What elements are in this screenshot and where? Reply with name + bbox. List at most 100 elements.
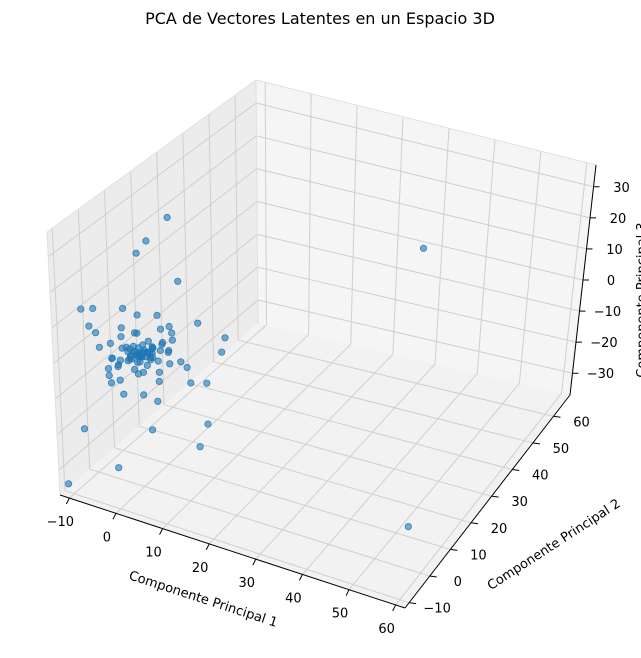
grid-line-z-back xyxy=(257,299,573,374)
data-point xyxy=(131,365,139,373)
grid-line-x-floor xyxy=(208,353,394,545)
grid-line-x-floor xyxy=(68,324,267,499)
y-tick-label: 20 xyxy=(491,522,508,537)
grid-line-x-floor xyxy=(115,334,309,514)
data-point xyxy=(132,249,140,257)
data-point xyxy=(203,379,211,387)
grid-line-y-floor xyxy=(163,404,492,497)
data-point xyxy=(104,364,113,373)
data-point xyxy=(146,349,154,357)
data-point xyxy=(156,346,164,355)
data-point xyxy=(156,325,165,333)
data-point xyxy=(147,356,155,364)
data-point xyxy=(117,333,125,341)
z-tick-label: 0 xyxy=(607,274,615,289)
x-tick-mark xyxy=(159,528,164,535)
x-tick-label: 60 xyxy=(378,622,395,637)
data-point xyxy=(183,363,191,372)
data-point xyxy=(177,358,185,366)
y-tick-mark xyxy=(491,495,499,498)
grid-line-z-back xyxy=(256,102,594,188)
data-point xyxy=(115,464,123,472)
data-point xyxy=(174,277,182,285)
data-point xyxy=(130,329,139,337)
grid-line-z-back xyxy=(257,233,580,312)
data-point xyxy=(194,319,202,327)
x-tick-label: 0 xyxy=(103,530,111,545)
grid-line-x-floor xyxy=(395,392,562,606)
y-tick-label: 30 xyxy=(511,495,528,510)
grid-line-x-floor xyxy=(162,344,352,529)
grid-line-z-back xyxy=(256,201,584,281)
x-tick-label: 30 xyxy=(239,576,256,591)
data-point xyxy=(166,360,174,368)
y-tick-label: 60 xyxy=(573,415,590,430)
z-tick-label: −20 xyxy=(590,336,617,351)
data-point xyxy=(119,304,127,312)
data-point xyxy=(221,334,229,342)
y-tick-label: 50 xyxy=(553,442,570,457)
data-point xyxy=(116,376,124,384)
data-point xyxy=(120,390,128,398)
data-point xyxy=(164,348,172,356)
x-tick-label: 20 xyxy=(192,561,209,576)
grid-line-z-left xyxy=(51,168,258,329)
grid-line-y-floor xyxy=(213,361,533,444)
data-point xyxy=(139,349,147,357)
data-point xyxy=(116,356,125,364)
x-tick-mark xyxy=(392,604,397,612)
x-axis-line xyxy=(59,494,406,609)
data-point xyxy=(126,345,134,353)
grid-line-x-floor xyxy=(348,383,520,590)
x-tick-mark xyxy=(205,543,210,551)
data-point xyxy=(92,329,100,337)
data-point xyxy=(134,352,142,360)
y-tick-label: 0 xyxy=(454,575,462,590)
y-tick-mark xyxy=(409,602,417,605)
grid-line-z-left xyxy=(53,201,258,364)
data-point xyxy=(149,426,157,434)
data-point xyxy=(118,344,126,352)
chart-title: PCA de Vectores Latentes en un Espacio 3… xyxy=(145,9,495,28)
data-point xyxy=(127,352,135,361)
pane-edge xyxy=(46,79,257,233)
grid-line-y-floor xyxy=(89,468,430,577)
x-tick-mark xyxy=(65,497,70,505)
x-tick-mark xyxy=(252,558,257,566)
x-tick-mark xyxy=(345,589,350,596)
x-tick-label: 50 xyxy=(332,607,349,622)
y-tick-mark xyxy=(470,522,479,525)
grid-line-y-floor xyxy=(64,490,410,604)
data-point xyxy=(204,420,212,428)
data-point xyxy=(154,357,162,365)
data-point xyxy=(106,339,115,347)
data-point xyxy=(168,329,176,337)
data-point xyxy=(419,244,428,252)
data-point xyxy=(140,391,148,399)
x-tick-label: 40 xyxy=(285,591,302,606)
grid-line-y-floor xyxy=(139,425,472,524)
grid-line-z-left xyxy=(49,135,257,293)
y-tick-mark xyxy=(532,442,540,445)
data-point xyxy=(85,322,93,330)
grid-line-y-floor xyxy=(238,339,554,417)
grid-line-z-left xyxy=(58,299,259,471)
data-point xyxy=(117,324,125,332)
data-point xyxy=(218,348,226,356)
grid-line-z-left xyxy=(47,102,257,258)
grid-line-x-floor xyxy=(302,373,478,575)
grid-line-z-back xyxy=(257,266,577,343)
data-point xyxy=(139,341,147,349)
y-tick-mark xyxy=(512,469,520,472)
x-tick-mark xyxy=(298,574,303,581)
z-tick-label: −30 xyxy=(587,367,614,382)
axes-panes xyxy=(47,80,596,608)
grid-line-z-back xyxy=(256,135,591,219)
data-points xyxy=(65,213,428,531)
data-point xyxy=(107,379,116,387)
data-point xyxy=(154,397,162,405)
pane-edge xyxy=(46,231,61,496)
data-point xyxy=(143,361,151,369)
back-pane xyxy=(256,80,596,395)
